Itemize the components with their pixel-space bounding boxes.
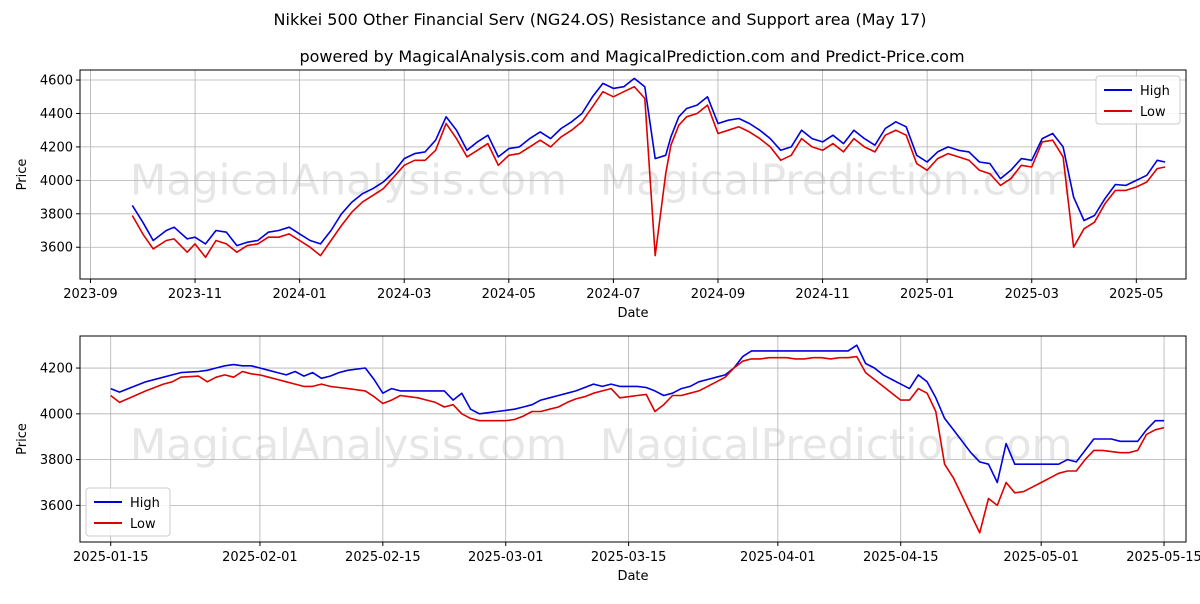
x-tick-label: 2025-01-15 <box>73 550 149 565</box>
x-tick-label: 2025-03-15 <box>591 550 667 565</box>
x-tick-label: 2025-02-01 <box>222 550 298 565</box>
chart-subtitle: powered by MagicalAnalysis.com and Magic… <box>299 47 964 66</box>
x-tick-label: 2025-03-01 <box>468 550 544 565</box>
y-tick-label: 4200 <box>40 140 73 155</box>
y-tick-label: 3800 <box>40 453 73 468</box>
y-tick-label: 3800 <box>40 207 73 222</box>
x-tick-label: 2024-07 <box>586 287 640 302</box>
y-tick-label: 4000 <box>40 407 73 422</box>
legend-label-high: High <box>130 496 160 511</box>
top-panel: MagicalAnalysis.com MagicalPrediction.com… <box>15 69 1187 321</box>
y-axis-label: Price <box>15 423 30 455</box>
series-line-low <box>110 355 1165 534</box>
y-tick-label: 3600 <box>40 499 73 514</box>
chart-legend: High Low <box>85 487 171 537</box>
y-axis-label: Price <box>15 159 30 191</box>
x-tick-label: 2025-02-15 <box>345 550 421 565</box>
legend-label-high: High <box>1140 84 1170 99</box>
y-tick-label: 4400 <box>40 107 73 122</box>
series-line-high <box>131 77 1166 247</box>
x-tick-label: 2024-01 <box>272 287 326 302</box>
x-tick-label: 2025-04-15 <box>863 550 939 565</box>
x-tick-label: 2024-11 <box>795 287 849 302</box>
plot-frame <box>79 69 1187 280</box>
x-tick-label: 2025-03 <box>1005 287 1059 302</box>
y-tick-label: 4000 <box>40 174 73 189</box>
plot-frame <box>79 335 1187 543</box>
chart-legend: High Low <box>1095 75 1181 125</box>
x-tick-label: 2025-04-01 <box>740 550 816 565</box>
x-axis-label: Date <box>617 306 648 321</box>
x-tick-label: 2023-09 <box>63 287 117 302</box>
x-tick-label: 2024-03 <box>377 287 431 302</box>
y-tick-label: 4200 <box>40 362 73 377</box>
x-tick-label: 2024-09 <box>691 287 745 302</box>
x-tick-label: 2025-05-01 <box>1003 550 1079 565</box>
x-tick-label: 2024-05 <box>482 287 536 302</box>
x-tick-label: 2025-05 <box>1109 287 1163 302</box>
bottom-panel: MagicalAnalysis.com MagicalPrediction.com… <box>15 335 1200 584</box>
chart-title: Nikkei 500 Other Financial Serv (NG24.OS… <box>274 10 927 29</box>
series-line-low <box>131 85 1166 259</box>
x-tick-label: 2025-01 <box>900 287 954 302</box>
y-tick-label: 3600 <box>40 241 73 256</box>
x-tick-label: 2023-11 <box>168 287 222 302</box>
y-tick-label: 4600 <box>40 74 73 89</box>
legend-label-low: Low <box>1140 105 1166 120</box>
watermark-text: MagicalPrediction.com <box>600 420 1073 469</box>
legend-label-low: Low <box>130 517 156 532</box>
watermark-text: MagicalAnalysis.com <box>130 420 567 469</box>
x-tick-label: 2025-05-15 <box>1126 550 1200 565</box>
series-line-high <box>110 344 1165 484</box>
x-axis-label: Date <box>617 569 648 584</box>
